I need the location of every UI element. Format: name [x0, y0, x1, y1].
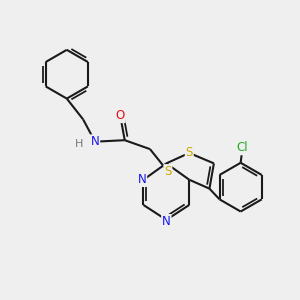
Text: Cl: Cl: [236, 141, 248, 154]
Text: N: N: [138, 173, 146, 186]
Text: N: N: [91, 135, 99, 148]
Text: S: S: [185, 146, 193, 160]
Text: S: S: [164, 165, 172, 178]
Text: H: H: [75, 139, 84, 149]
Text: N: N: [162, 215, 171, 228]
Text: O: O: [116, 109, 125, 122]
